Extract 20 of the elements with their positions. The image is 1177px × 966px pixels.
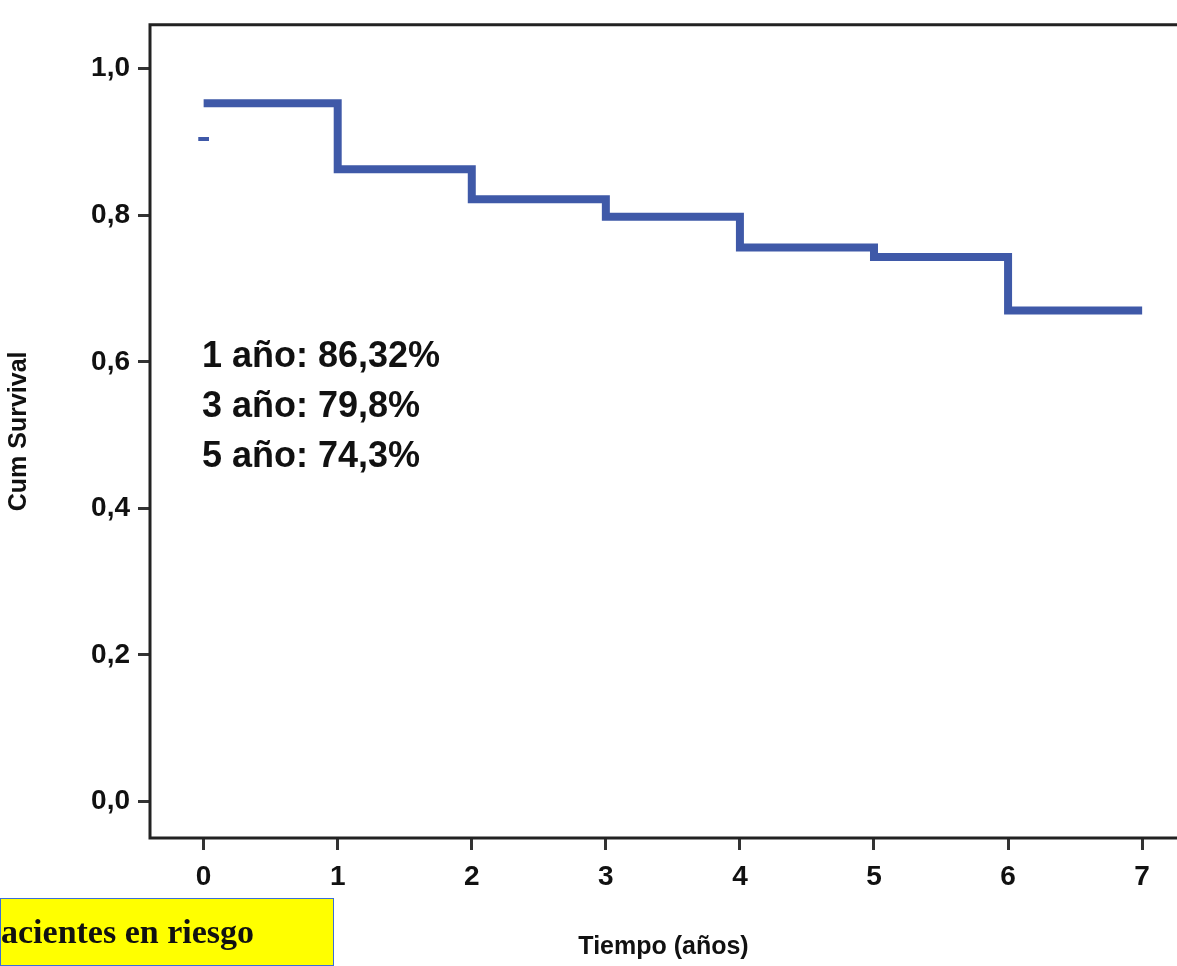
x-tick-label: 7 xyxy=(1134,859,1150,891)
x-tick-label: 1 xyxy=(329,859,346,891)
x-tick-label: 0 xyxy=(195,859,212,891)
y-tick-label: 1,0 xyxy=(91,51,130,83)
x-tick-label: 3 xyxy=(598,859,614,891)
y-tick-label: 0,8 xyxy=(91,198,130,229)
annotation: 1 año: 86,32% xyxy=(202,333,441,375)
y-tick-label: 0,4 xyxy=(91,491,131,523)
x-tick-label: 5 xyxy=(866,859,882,891)
y-tick-label: 0,6 xyxy=(91,344,130,376)
text: acientes en riesgo xyxy=(0,898,334,966)
x-tick-label: 6 xyxy=(1000,859,1016,891)
y-tick-label: 0,2 xyxy=(91,637,130,669)
y-tick-label: 0,0 xyxy=(91,784,130,816)
y-axis-title: Cum Survival xyxy=(2,351,31,512)
x-axis-title: Tiempo (años) xyxy=(578,930,749,959)
x-tick-label: 4 xyxy=(732,859,749,891)
annotation: 5 año: 74,3% xyxy=(202,433,421,475)
annotation: 3 año: 79,8% xyxy=(202,383,421,425)
x-tick-label: 2 xyxy=(463,859,480,891)
